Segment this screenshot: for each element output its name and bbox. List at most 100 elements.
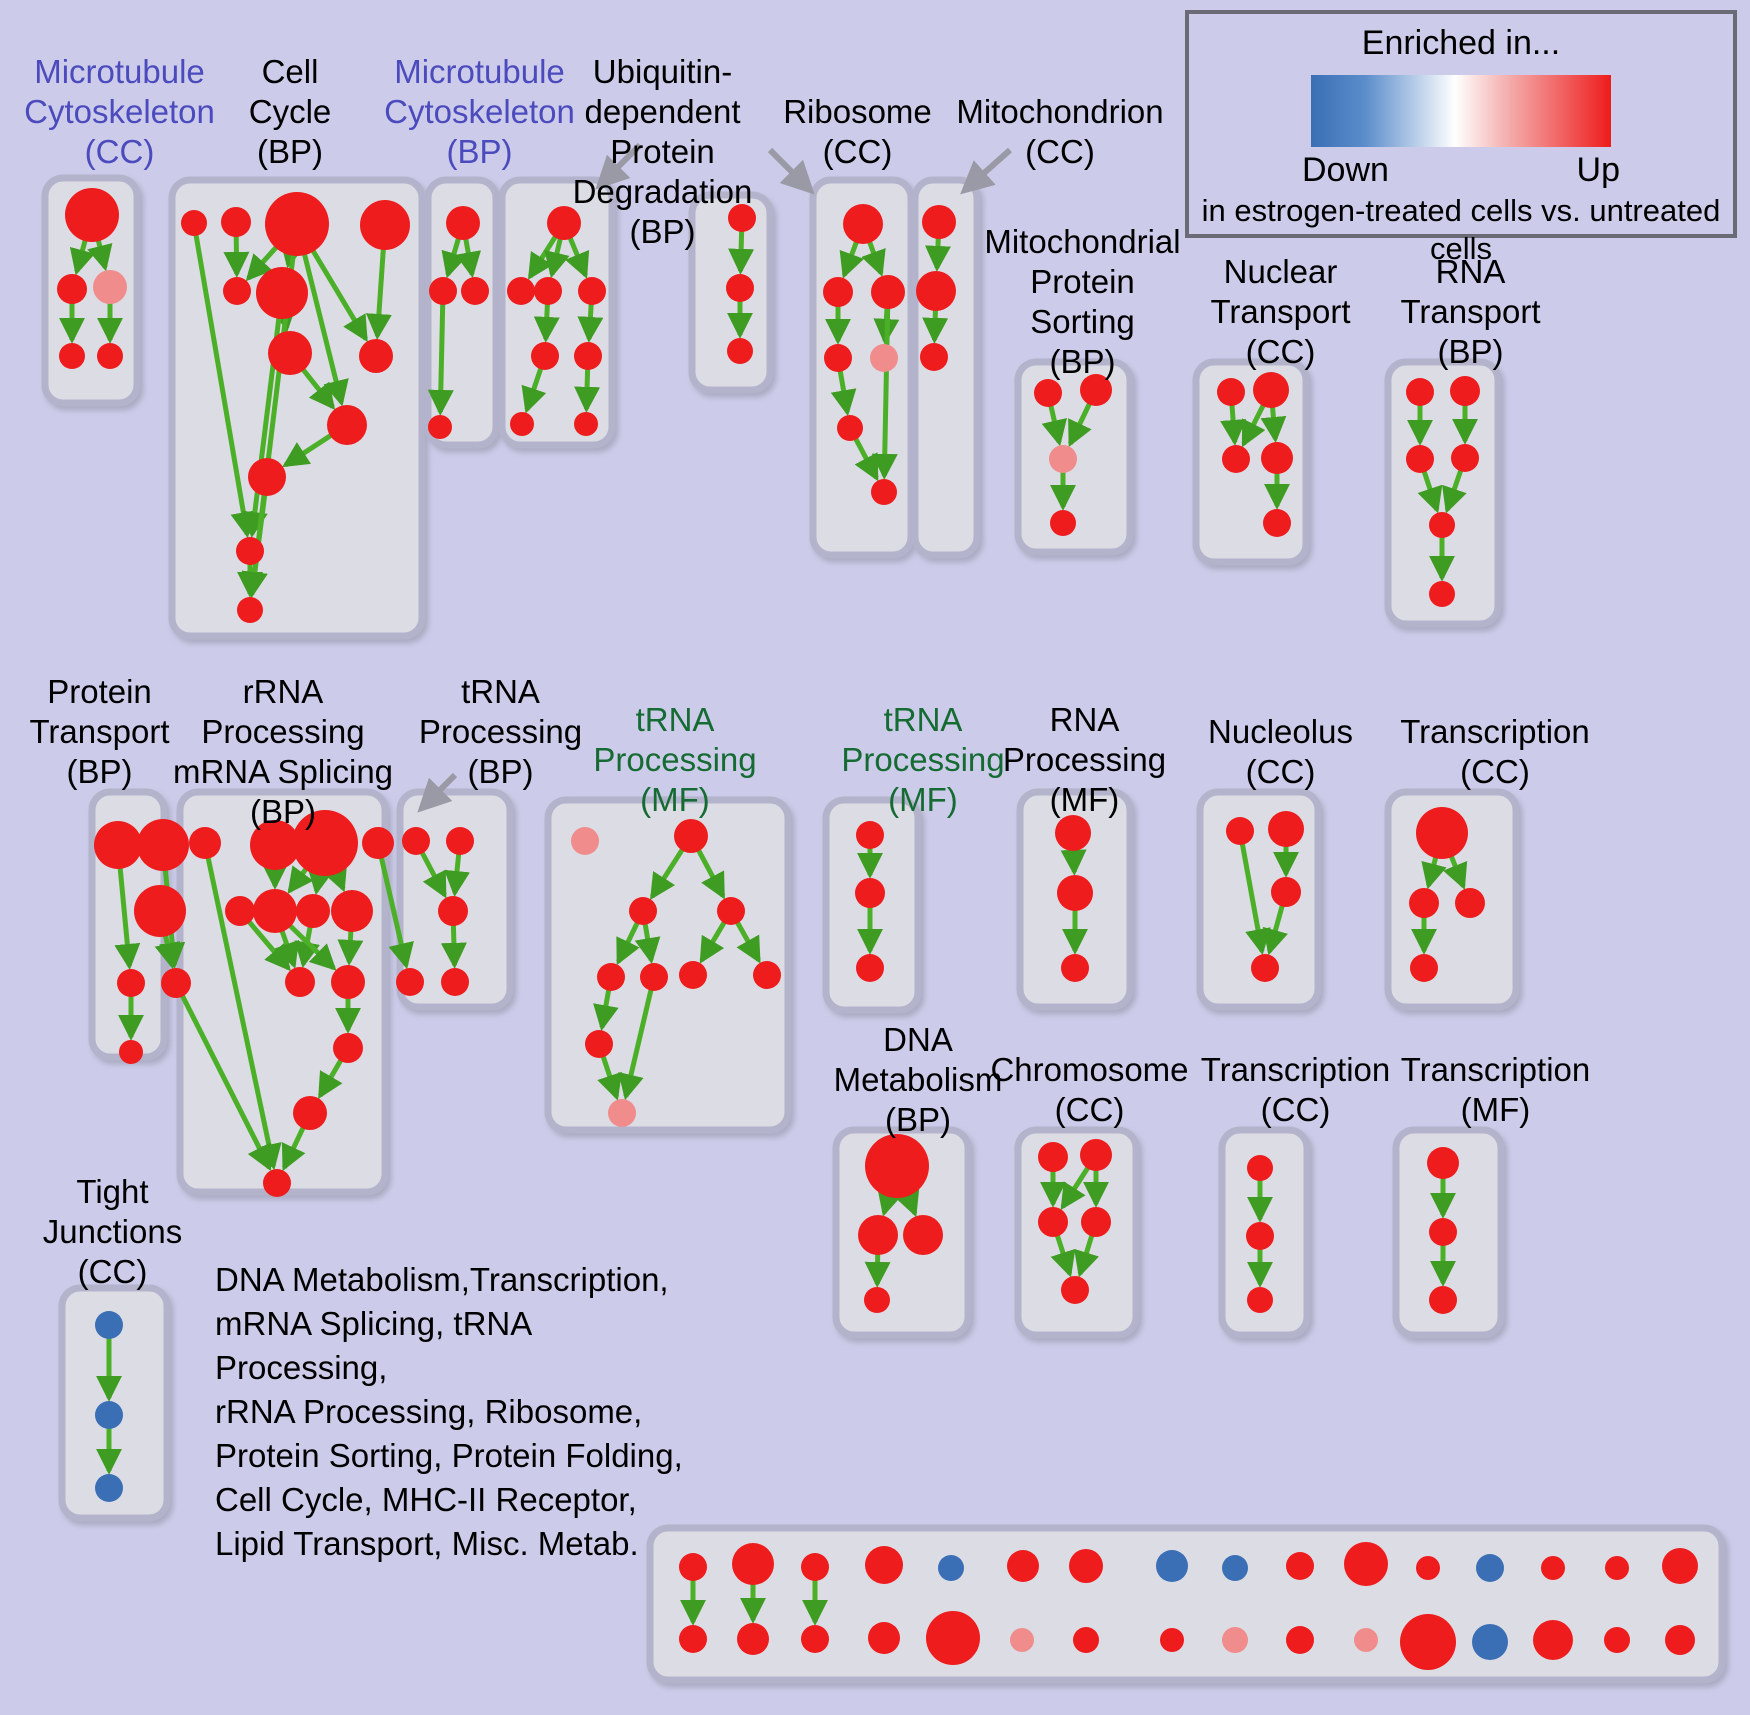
- network-node[interactable]: [57, 274, 87, 304]
- network-node[interactable]: [360, 200, 410, 250]
- network-node[interactable]: [868, 1622, 900, 1654]
- network-node[interactable]: [1246, 1222, 1274, 1250]
- network-node[interactable]: [93, 270, 127, 304]
- network-node[interactable]: [534, 277, 562, 305]
- network-node[interactable]: [1665, 1625, 1695, 1655]
- network-node[interactable]: [237, 597, 263, 623]
- network-node[interactable]: [1057, 875, 1093, 911]
- network-node[interactable]: [1429, 581, 1455, 607]
- network-node[interactable]: [333, 1033, 363, 1063]
- network-node[interactable]: [801, 1625, 829, 1653]
- network-node[interactable]: [865, 1546, 903, 1584]
- network-node[interactable]: [1080, 1139, 1112, 1171]
- network-node[interactable]: [1286, 1552, 1314, 1580]
- network-node[interactable]: [726, 274, 754, 302]
- network-node[interactable]: [268, 331, 312, 375]
- network-node[interactable]: [1406, 445, 1434, 473]
- network-node[interactable]: [824, 344, 852, 372]
- network-node[interactable]: [95, 1474, 123, 1502]
- network-node[interactable]: [1073, 1627, 1099, 1653]
- network-node[interactable]: [674, 819, 708, 853]
- network-node[interactable]: [753, 961, 781, 989]
- network-node[interactable]: [293, 1096, 327, 1130]
- network-node[interactable]: [119, 1040, 143, 1064]
- network-node[interactable]: [331, 965, 365, 999]
- network-node[interactable]: [916, 271, 956, 311]
- network-node[interactable]: [1271, 877, 1301, 907]
- network-node[interactable]: [732, 1543, 774, 1585]
- network-node[interactable]: [837, 415, 863, 441]
- network-node[interactable]: [359, 339, 393, 373]
- network-node[interactable]: [236, 537, 264, 565]
- network-node[interactable]: [441, 968, 469, 996]
- network-node[interactable]: [253, 889, 297, 933]
- network-node[interactable]: [1261, 442, 1293, 474]
- network-node[interactable]: [679, 961, 707, 989]
- network-node[interactable]: [871, 275, 905, 309]
- network-node[interactable]: [1450, 376, 1480, 406]
- network-node[interactable]: [181, 210, 207, 236]
- network-node[interactable]: [1662, 1548, 1698, 1584]
- network-node[interactable]: [1406, 378, 1434, 406]
- network-node[interactable]: [629, 897, 657, 925]
- network-node[interactable]: [1429, 1218, 1457, 1246]
- network-node[interactable]: [250, 820, 300, 870]
- network-node[interactable]: [1007, 1550, 1039, 1582]
- network-node[interactable]: [1400, 1614, 1456, 1670]
- network-node[interactable]: [461, 277, 489, 305]
- network-node[interactable]: [938, 1555, 964, 1581]
- network-node[interactable]: [531, 342, 559, 370]
- network-node[interactable]: [1055, 815, 1091, 851]
- network-node[interactable]: [547, 206, 581, 240]
- network-node[interactable]: [402, 827, 430, 855]
- network-node[interactable]: [256, 267, 308, 319]
- network-node[interactable]: [263, 1169, 291, 1197]
- network-node[interactable]: [1344, 1542, 1388, 1586]
- network-node[interactable]: [438, 896, 468, 926]
- network-node[interactable]: [1416, 1556, 1440, 1580]
- network-node[interactable]: [65, 188, 119, 242]
- network-node[interactable]: [574, 412, 598, 436]
- network-node[interactable]: [1605, 1556, 1629, 1580]
- network-node[interactable]: [446, 827, 474, 855]
- network-node[interactable]: [189, 827, 221, 859]
- network-node[interactable]: [428, 415, 452, 439]
- network-node[interactable]: [1222, 1627, 1248, 1653]
- network-node[interactable]: [1080, 374, 1112, 406]
- network-node[interactable]: [597, 963, 625, 991]
- network-node[interactable]: [285, 967, 315, 997]
- network-node[interactable]: [1069, 1549, 1103, 1583]
- network-node[interactable]: [871, 479, 897, 505]
- network-node[interactable]: [248, 458, 286, 496]
- network-node[interactable]: [1409, 888, 1439, 918]
- network-node[interactable]: [864, 1287, 890, 1313]
- network-node[interactable]: [1263, 509, 1291, 537]
- network-node[interactable]: [1429, 512, 1455, 538]
- network-node[interactable]: [1156, 1550, 1188, 1582]
- network-node[interactable]: [843, 204, 883, 244]
- network-node[interactable]: [1427, 1147, 1459, 1179]
- network-node[interactable]: [1160, 1628, 1184, 1652]
- network-node[interactable]: [727, 338, 753, 364]
- network-node[interactable]: [327, 405, 367, 445]
- network-node[interactable]: [1050, 510, 1076, 536]
- network-node[interactable]: [362, 827, 394, 859]
- network-node[interactable]: [1034, 379, 1062, 407]
- network-node[interactable]: [608, 1099, 636, 1127]
- network-node[interactable]: [571, 827, 599, 855]
- network-node[interactable]: [679, 1625, 707, 1653]
- network-node[interactable]: [137, 819, 189, 871]
- network-node[interactable]: [95, 1311, 123, 1339]
- network-node[interactable]: [1354, 1628, 1378, 1652]
- network-node[interactable]: [292, 810, 358, 876]
- network-node[interactable]: [1286, 1626, 1314, 1654]
- network-node[interactable]: [1010, 1628, 1034, 1652]
- network-node[interactable]: [265, 192, 329, 256]
- network-node[interactable]: [1455, 888, 1485, 918]
- network-node[interactable]: [510, 412, 534, 436]
- network-node[interactable]: [446, 206, 480, 240]
- network-node[interactable]: [331, 890, 373, 932]
- network-node[interactable]: [507, 277, 535, 305]
- network-node[interactable]: [1268, 811, 1304, 847]
- network-node[interactable]: [574, 342, 602, 370]
